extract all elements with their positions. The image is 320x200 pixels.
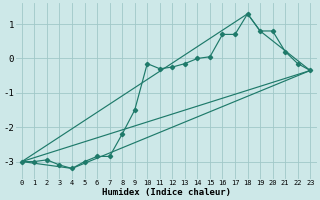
X-axis label: Humidex (Indice chaleur): Humidex (Indice chaleur) (101, 188, 231, 197)
